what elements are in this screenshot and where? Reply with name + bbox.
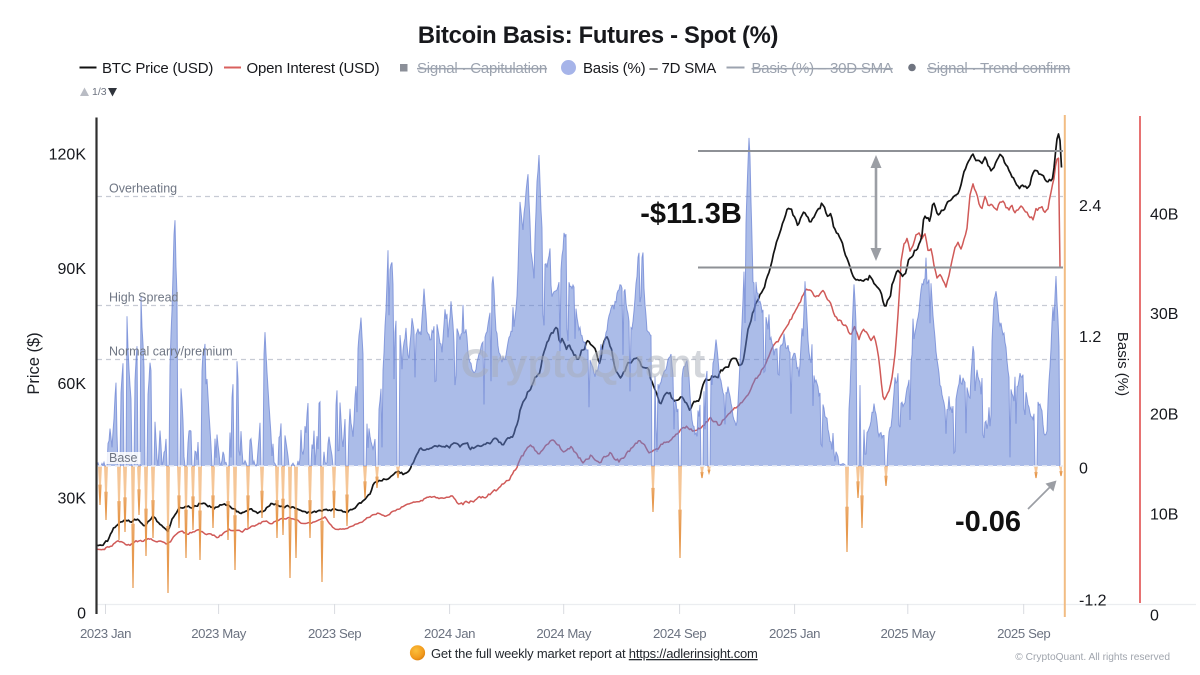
svg-text:60K: 60K: [58, 376, 87, 393]
svg-text:0: 0: [1079, 461, 1088, 478]
svg-text:120K: 120K: [49, 147, 87, 164]
svg-text:-1.2: -1.2: [1079, 593, 1107, 610]
svg-text:Open Interest (USD): Open Interest (USD): [247, 60, 380, 77]
svg-text:90K: 90K: [58, 261, 87, 278]
svg-text:Basis (%) – 7D SMA: Basis (%) – 7D SMA: [583, 60, 716, 77]
svg-text:2025 Jan: 2025 Jan: [769, 626, 820, 641]
svg-text:Basis (%): Basis (%): [1114, 332, 1131, 396]
svg-text:30K: 30K: [58, 491, 87, 508]
svg-text:-0.06: -0.06: [955, 506, 1021, 538]
svg-text:Get the full weekly market rep: Get the full weekly market report at htt…: [431, 646, 758, 661]
svg-text:CryptoQuant: CryptoQuant: [461, 342, 705, 386]
svg-text:Normal carry/premium: Normal carry/premium: [109, 345, 233, 359]
svg-text:20B: 20B: [1150, 407, 1178, 424]
svg-text:Signal · Capitulation: Signal · Capitulation: [417, 60, 547, 77]
svg-text:2025 May: 2025 May: [880, 626, 936, 641]
svg-text:40B: 40B: [1150, 206, 1178, 223]
svg-text:2.4: 2.4: [1079, 198, 1101, 215]
svg-text:-$11.3B: -$11.3B: [640, 198, 742, 230]
svg-text:© CryptoQuant. All rights rese: © CryptoQuant. All rights reserved: [1015, 652, 1170, 663]
svg-text:Bitcoin Basis: Futures - Spot: Bitcoin Basis: Futures - Spot (%): [418, 22, 778, 49]
svg-text:BTC Price (USD): BTC Price (USD): [102, 60, 213, 77]
svg-text:2024 Jan: 2024 Jan: [424, 626, 475, 641]
svg-text:10B: 10B: [1150, 507, 1178, 524]
svg-text:0: 0: [77, 606, 86, 623]
svg-text:2023 May: 2023 May: [191, 626, 247, 641]
svg-text:2023 Jan: 2023 Jan: [80, 626, 131, 641]
svg-text:1/3: 1/3: [92, 86, 107, 98]
svg-text:Basis (%) – 30D SMA: Basis (%) – 30D SMA: [752, 60, 893, 77]
svg-text:2024 Sep: 2024 Sep: [653, 626, 706, 641]
svg-text:Price ($): Price ($): [25, 332, 43, 394]
svg-text:1.2: 1.2: [1079, 329, 1101, 346]
svg-text:30B: 30B: [1150, 306, 1178, 323]
svg-text:High Spread: High Spread: [109, 291, 179, 305]
svg-text:0: 0: [1150, 608, 1159, 625]
svg-text:2024 May: 2024 May: [536, 626, 592, 641]
svg-text:Base: Base: [109, 451, 138, 465]
svg-text:Signal · Trend-confirm: Signal · Trend-confirm: [927, 60, 1070, 77]
svg-text:2023 Sep: 2023 Sep: [308, 626, 361, 641]
svg-text:2025 Sep: 2025 Sep: [997, 626, 1050, 641]
svg-text:Overheating: Overheating: [109, 182, 177, 196]
